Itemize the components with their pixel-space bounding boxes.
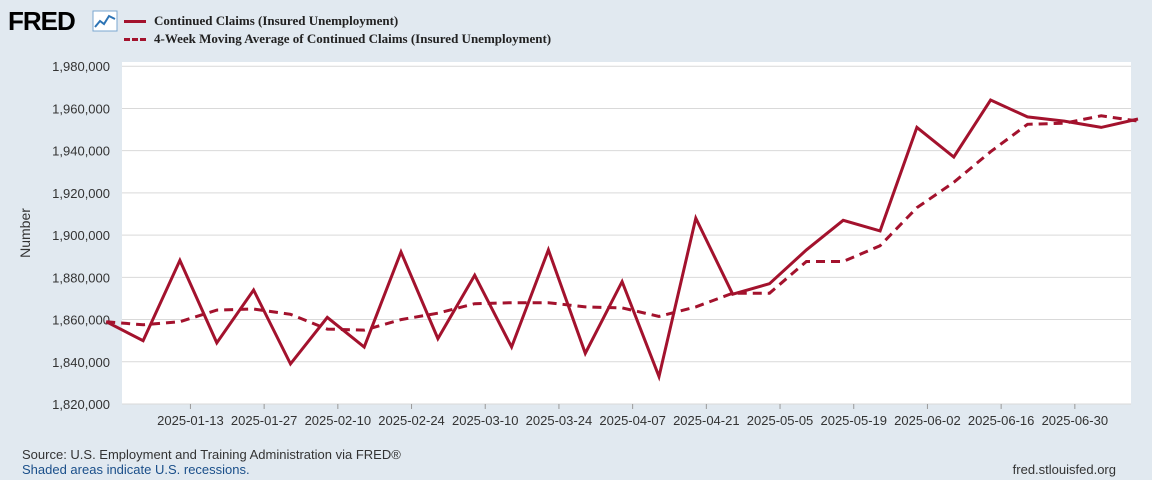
y-tick-label: 1,820,000 [52,397,110,412]
x-tick-label: 2025-02-24 [378,413,445,428]
x-tick-label: 2025-03-24 [526,413,593,428]
x-tick-label: 2025-06-30 [1042,413,1109,428]
x-tick-label: 2025-06-02 [894,413,961,428]
x-tick-label: 2025-01-13 [157,413,224,428]
x-tick-label: 2025-02-10 [305,413,372,428]
legend-swatch-dashed [124,38,146,41]
x-tick-label: 2025-01-27 [231,413,298,428]
y-axis-label: Number [17,208,33,258]
legend-label: 4-Week Moving Average of Continued Claim… [154,31,552,46]
y-tick-label: 1,880,000 [52,270,110,285]
chart-legend: Continued Claims (Insured Unemployment) … [124,12,551,48]
x-tick-label: 2025-04-07 [599,413,666,428]
fred-url-link[interactable]: fred.stlouisfed.org [1012,462,1116,477]
y-tick-label: 1,900,000 [52,228,110,243]
plot-area [122,62,1131,404]
recession-note: Shaded areas indicate U.S. recessions. [22,462,250,477]
series-lines [105,98,1139,382]
y-tick-label: 1,940,000 [52,144,110,159]
x-tick-label: 2025-05-05 [747,413,814,428]
logo-text: FRED [8,6,76,36]
x-axis-ticks: 2025-01-13 2025-01-27 2025-02-10 2025-02-24… [157,404,1108,428]
legend-label: Continued Claims (Insured Unemployment) [154,13,399,28]
series-line-continued-claims [105,98,1139,382]
legend-swatch-solid [124,20,146,23]
fred-logo[interactable]: FRED [8,6,118,36]
y-tick-label: 1,860,000 [52,313,110,328]
legend-item-moving-average: 4-Week Moving Average of Continued Claim… [124,30,551,48]
y-axis-ticks: 1,820,000 1,840,000 1,860,000 1,880,000 1,90… [52,59,110,412]
x-tick-label: 2025-06-16 [968,413,1035,428]
legend-item-continued-claims: Continued Claims (Insured Unemployment) [124,12,551,30]
line-chart: 1,820,000 1,840,000 1,860,000 1,880,000 1,90… [17,59,1139,428]
source-note: Source: U.S. Employment and Training Adm… [22,447,401,462]
y-tick-label: 1,840,000 [52,355,110,370]
y-tick-label: 1,960,000 [52,101,110,116]
x-tick-label: 2025-05-19 [820,413,887,428]
x-tick-label: 2025-03-10 [452,413,519,428]
series-line-moving-average [106,114,1139,332]
grid-lines [122,65,1131,405]
x-tick-label: 2025-04-21 [673,413,740,428]
y-tick-label: 1,980,000 [52,59,110,74]
sparkline-icon [92,10,118,32]
y-tick-label: 1,920,000 [52,186,110,201]
